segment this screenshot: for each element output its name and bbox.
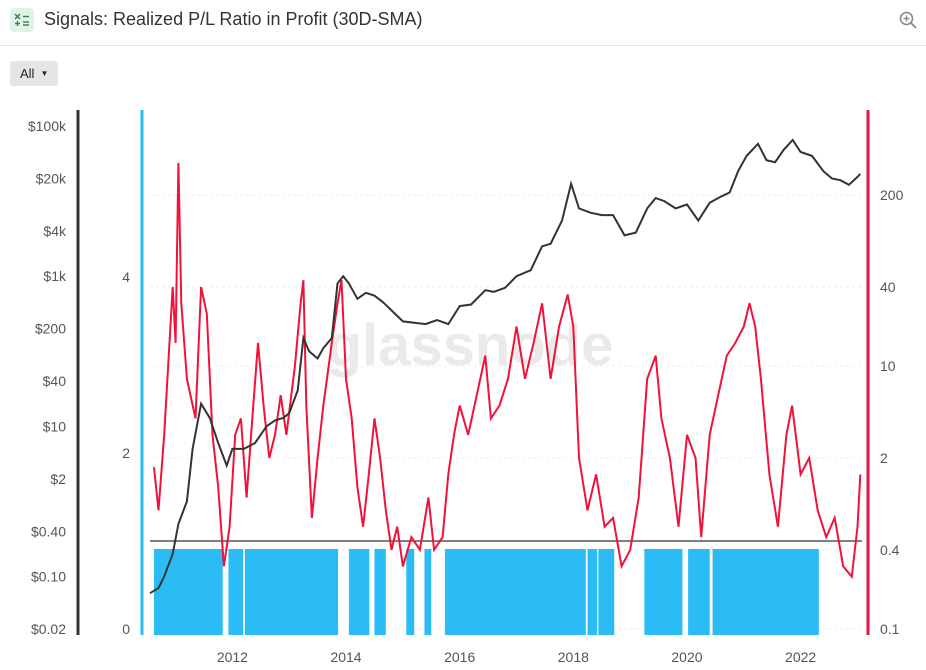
price-line [149,138,862,595]
signal-bar [153,549,223,635]
axis-ticks: $100k $20k $4k $1k $200 $40 $10 $2 $0.40 $0.10 $0.… [28,118,904,665]
x-tick-label: 2020 [671,649,702,665]
signal-bar [228,549,244,635]
signal-bar [406,549,415,635]
x-tick-label: 2022 [785,649,816,665]
price-tick-label: $40 [43,373,67,389]
signal-bar [688,549,710,635]
price-tick-label: $0.40 [31,523,66,539]
signal-bar [348,549,370,635]
ratio-tick-label: 0.4 [880,542,900,558]
signal-bar [374,549,386,635]
signal-bar [587,549,598,635]
x-tick-label: 2012 [217,649,248,665]
ratio-tick-label: 40 [880,279,896,295]
signal-bar [598,549,615,635]
signal-tick-label: 0 [122,621,130,637]
x-tick-label: 2014 [330,649,361,665]
price-tick-label: $4k [43,223,67,239]
signal-bar [712,549,819,635]
ratio-line [153,162,862,580]
page-title: Signals: Realized P/L Ratio in Profit (3… [44,9,423,29]
range-filter-label: All [20,66,35,81]
signal-bars [153,549,819,635]
price-tick-label: $1k [43,268,67,284]
price-tick-label: $2 [50,471,66,487]
price-tick-label: $200 [35,321,66,337]
ratio-tick-label: 0.1 [880,621,900,637]
signals-grid-icon [10,8,34,32]
ratio-tick-label: 10 [880,358,896,374]
signal-tick-label: 2 [122,445,130,461]
zoom-in-icon[interactable] [898,10,918,30]
caret-down-icon: ▼ [40,69,49,78]
price-tick-label: $0.10 [31,569,66,585]
signal-bar [244,549,339,635]
watermark: glassnode [327,313,614,378]
price-tick-label: $20k [36,170,67,186]
signal-tick-label: 4 [122,269,130,285]
x-tick-label: 2018 [558,649,589,665]
price-tick-label: $100k [28,118,67,134]
signal-bar [444,549,586,635]
range-filter-dropdown[interactable]: All ▼ [10,61,59,86]
chart-header: Signals: Realized P/L Ratio in Profit (3… [0,0,926,46]
x-tick-label: 2016 [444,649,475,665]
price-tick-label: $0.02 [31,621,66,637]
signal-bar [644,549,683,635]
signal-bar [424,549,432,635]
ratio-tick-label: 2 [880,450,888,466]
price-tick-label: $10 [43,418,67,434]
ratio-tick-label: 200 [880,187,904,203]
